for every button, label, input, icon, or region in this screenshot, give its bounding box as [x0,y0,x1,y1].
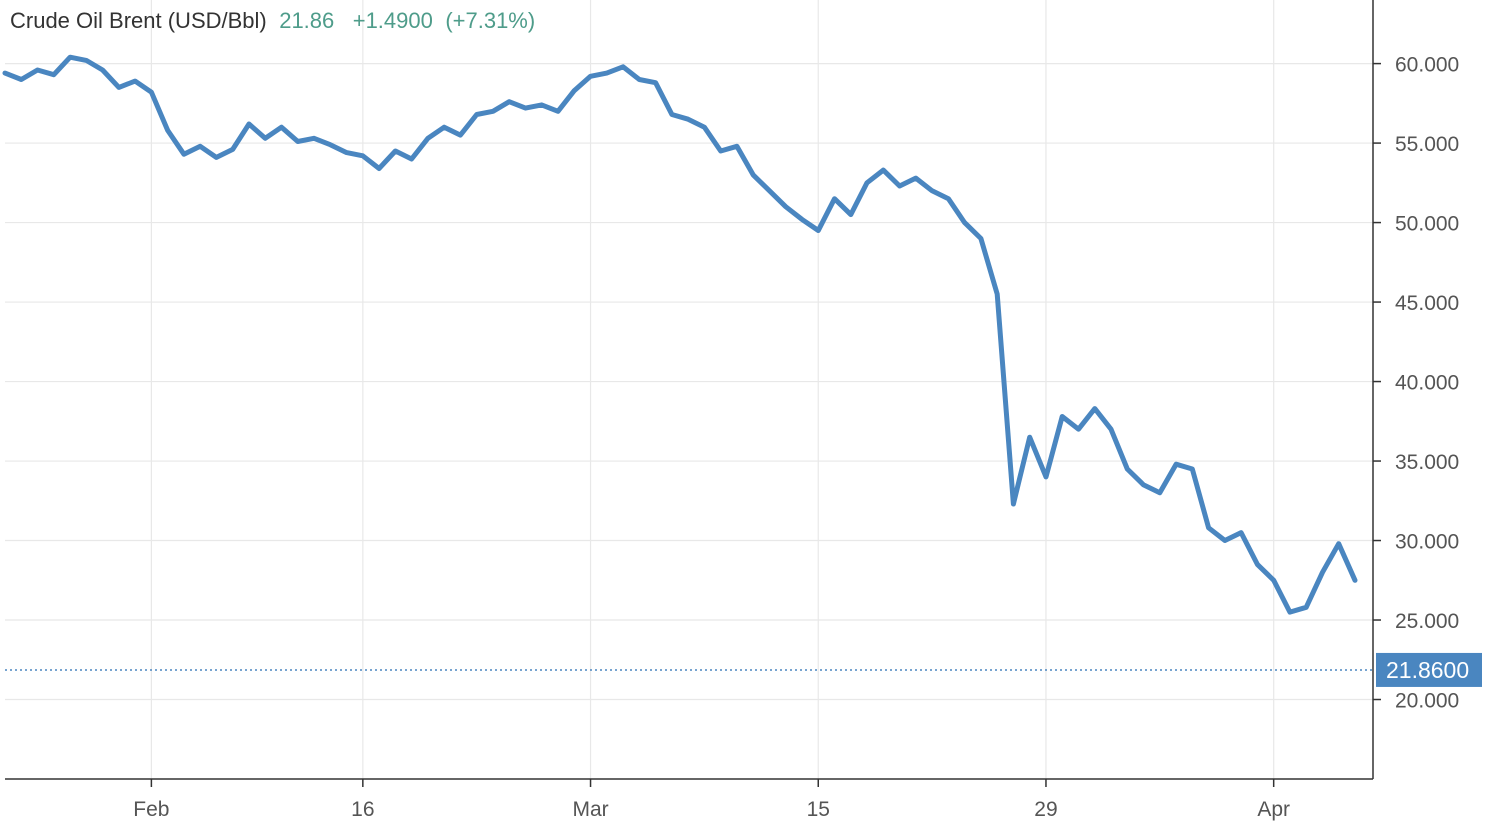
grid-lines [5,0,1373,779]
x-tick-label: Feb [133,798,169,821]
y-tick-label: 25.000 [1395,610,1459,633]
y-tick-label: 35.000 [1395,451,1459,474]
series-layer [2,54,1358,615]
y-tick-label: 60.000 [1395,54,1459,77]
y-axis-ticks: 20.000 25.000 30.000 35.000 40.000 45.000 50.0… [1373,54,1459,713]
y-tick-label: 40.000 [1395,372,1459,395]
chart-title: Crude Oil Brent (USD/Bbl) [10,8,267,33]
y-tick-label: 30.000 [1395,531,1459,554]
last-value-label: 21.8600 [1386,657,1469,683]
price-change: +1.4900 [353,8,433,33]
y-tick-label: 50.000 [1395,213,1459,236]
chart-header: Crude Oil Brent (USD/Bbl) 21.86 +1.4900 … [10,8,535,33]
x-tick-label: 29 [1034,798,1057,821]
last-value-tag: 21.8600 [1376,652,1482,687]
x-tick-label: Apr [1257,798,1290,821]
x-axis-ticks: Feb 16 Mar 15 29 Apr [133,779,1290,821]
y-tick-label: 45.000 [1395,292,1459,315]
last-value-tag-background [1376,652,1482,687]
x-tick-label: 15 [807,798,830,821]
y-tick-label: 55.000 [1395,133,1459,156]
x-tick-label: Mar [572,798,608,821]
last-price: 21.86 [279,8,334,33]
x-tick-label: 16 [351,798,374,821]
y-tick-label: 20.000 [1395,690,1459,713]
price-change-percent: (+7.31%) [445,8,535,33]
price-series-line [2,54,1358,615]
